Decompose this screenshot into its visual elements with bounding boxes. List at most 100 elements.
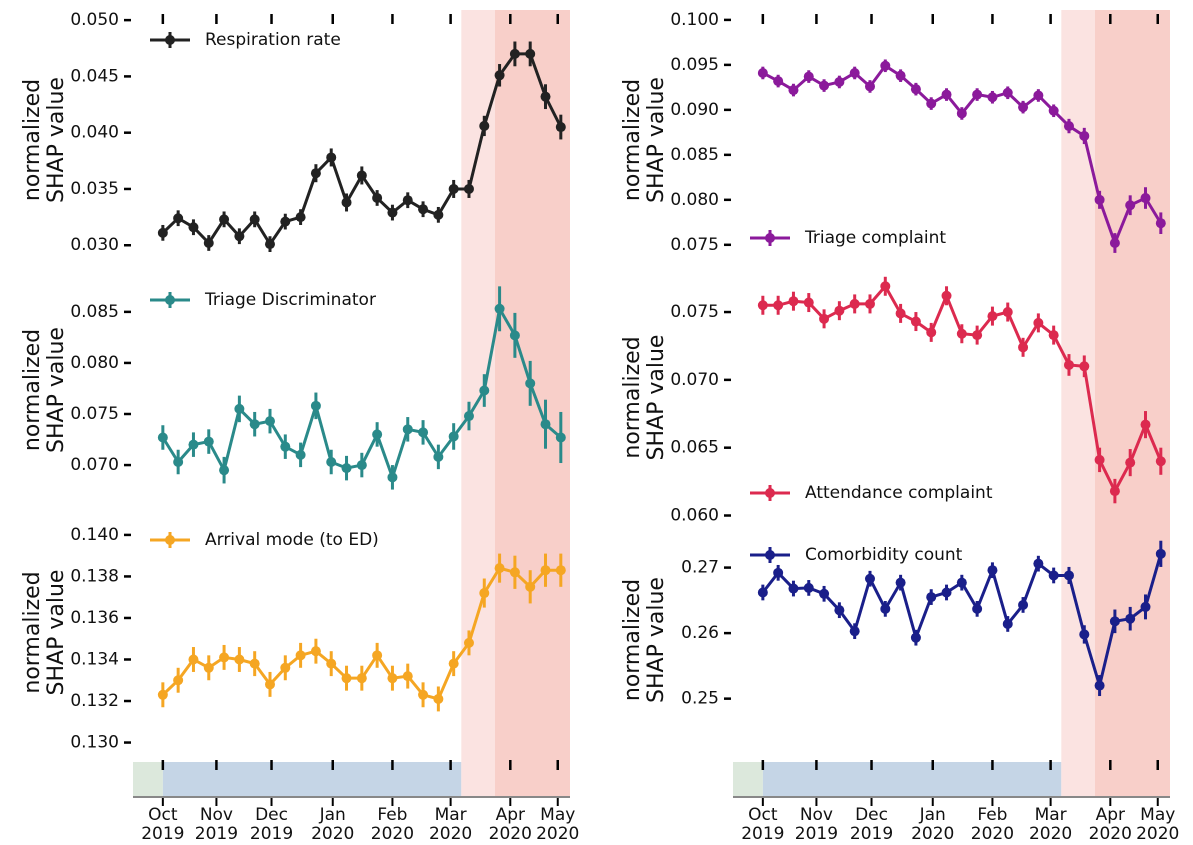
point [555,122,566,133]
point [525,581,536,592]
point [1002,618,1013,629]
point [479,385,490,396]
y-tick-label: 0.136 [70,608,119,628]
y-tick-label: 0.132 [70,691,119,711]
x-tick-label: Nov 2019 [195,805,238,844]
point [1155,218,1166,229]
point [1140,419,1151,430]
y-tick-label: 0.080 [670,190,719,210]
point [757,300,768,311]
point [910,632,921,643]
point [479,588,490,599]
y-tick-label: 0.080 [70,353,119,373]
point [788,296,799,307]
x-tick-label: Jan 2020 [911,805,954,844]
point [418,204,429,215]
point [1079,361,1090,372]
point [372,429,383,440]
point [280,216,291,227]
point [972,89,983,100]
legend-marker [165,535,175,545]
point [326,152,337,163]
point [1002,87,1013,98]
point [834,76,845,87]
point [956,328,967,339]
point [773,567,784,578]
point [264,679,275,690]
point [1079,130,1090,141]
point [880,60,891,71]
point [310,400,321,411]
point [1063,570,1074,581]
point [463,411,474,422]
period-band [1061,762,1095,797]
y-tick-label: 0.085 [70,302,119,322]
point [540,419,551,430]
point [788,583,799,594]
point [234,654,245,665]
y-tick-label: 0.27 [681,558,719,578]
point [188,654,199,665]
period-band [461,762,495,797]
x-tick-label: Dec 2019 [250,805,293,844]
point [494,70,505,81]
point [1094,194,1105,205]
point [173,213,184,224]
point [249,658,260,669]
point [341,673,352,684]
legend-label: Triage complaint [804,228,946,248]
point [1094,454,1105,465]
y-axis-label: normalizedSHAP value [620,577,669,703]
y-tick-label: 0.095 [670,55,719,75]
point [203,237,214,248]
y-axis-label: normalizedSHAP value [20,327,69,453]
y-tick-label: 0.138 [70,566,119,586]
point [295,449,306,460]
point [1018,342,1029,353]
point [509,48,520,59]
x-tick-label: Apr 2020 [489,805,532,844]
point [173,675,184,686]
point [941,89,952,100]
point [956,577,967,588]
y-tick-label: 0.075 [670,302,719,322]
point [1125,457,1136,468]
y-tick-label: 0.25 [681,689,719,709]
point [249,419,260,430]
point [356,460,367,471]
point [910,84,921,95]
period-band [133,762,163,797]
point [341,463,352,474]
point [203,662,214,673]
point [448,183,459,194]
period-shade [1094,10,1170,762]
point [234,403,245,414]
point [555,565,566,576]
point [157,432,168,443]
point [1048,570,1059,581]
point [803,297,814,308]
point [972,603,983,614]
point [219,214,230,225]
point [803,582,814,593]
point [987,565,998,576]
x-tick-label: Apr 2020 [1089,805,1132,844]
point [234,231,245,242]
y-tick-label: 0.075 [70,404,119,424]
point [1018,102,1029,113]
point [895,70,906,81]
x-tick-label: May 2020 [1136,805,1179,844]
point [819,80,830,91]
point [433,451,444,462]
point [941,290,952,301]
y-tick-label: 0.060 [670,506,719,526]
point [387,673,398,684]
legend-label: Respiration rate [205,30,341,50]
point [310,646,321,657]
point [1079,629,1090,640]
point [849,298,860,309]
point [433,209,444,220]
legend-marker [165,35,175,45]
point [372,192,383,203]
point [757,67,768,78]
